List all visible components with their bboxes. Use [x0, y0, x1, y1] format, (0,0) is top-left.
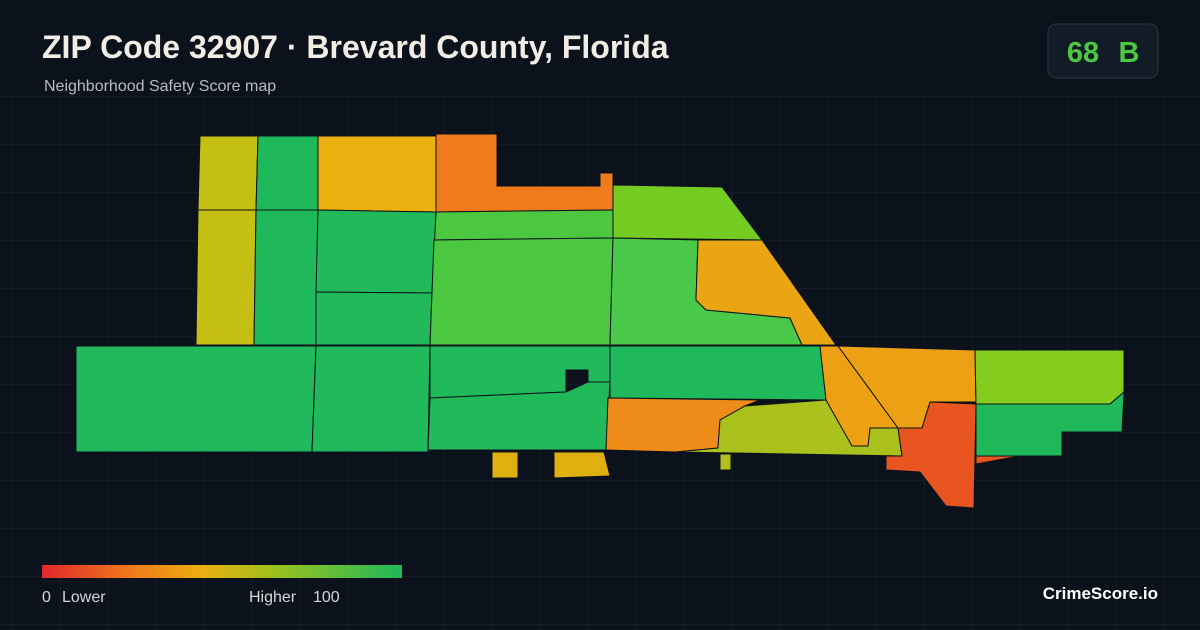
region — [429, 237, 614, 346]
region — [975, 455, 1021, 465]
region — [197, 135, 259, 211]
brand: CrimeScore.io — [1043, 584, 1158, 603]
region — [553, 451, 611, 479]
score-badge — [1047, 23, 1159, 79]
legend-min: 0 — [42, 589, 51, 606]
title: ZIP Code 32907 · Brevard County, Florida — [42, 29, 669, 65]
region — [255, 135, 319, 211]
region — [315, 209, 437, 294]
region — [75, 345, 317, 453]
legend-max-label: Higher — [249, 589, 297, 606]
zip-map — [75, 133, 1125, 509]
region — [195, 209, 257, 346]
region — [885, 401, 977, 509]
region — [974, 349, 1125, 405]
region — [719, 453, 732, 471]
region — [695, 239, 837, 346]
legend-min-label: Lower — [62, 589, 106, 606]
region — [609, 345, 827, 401]
legend-gradient — [42, 565, 402, 578]
region — [315, 291, 433, 346]
score-value: 68 — [1067, 37, 1099, 69]
region — [491, 451, 519, 479]
subtitle: Neighborhood Safety Score map — [44, 78, 276, 95]
score-grade: B — [1119, 37, 1140, 69]
region — [317, 135, 437, 213]
region — [253, 209, 319, 346]
legend-max: 100 — [313, 589, 340, 606]
region — [433, 209, 614, 241]
region — [311, 345, 431, 453]
